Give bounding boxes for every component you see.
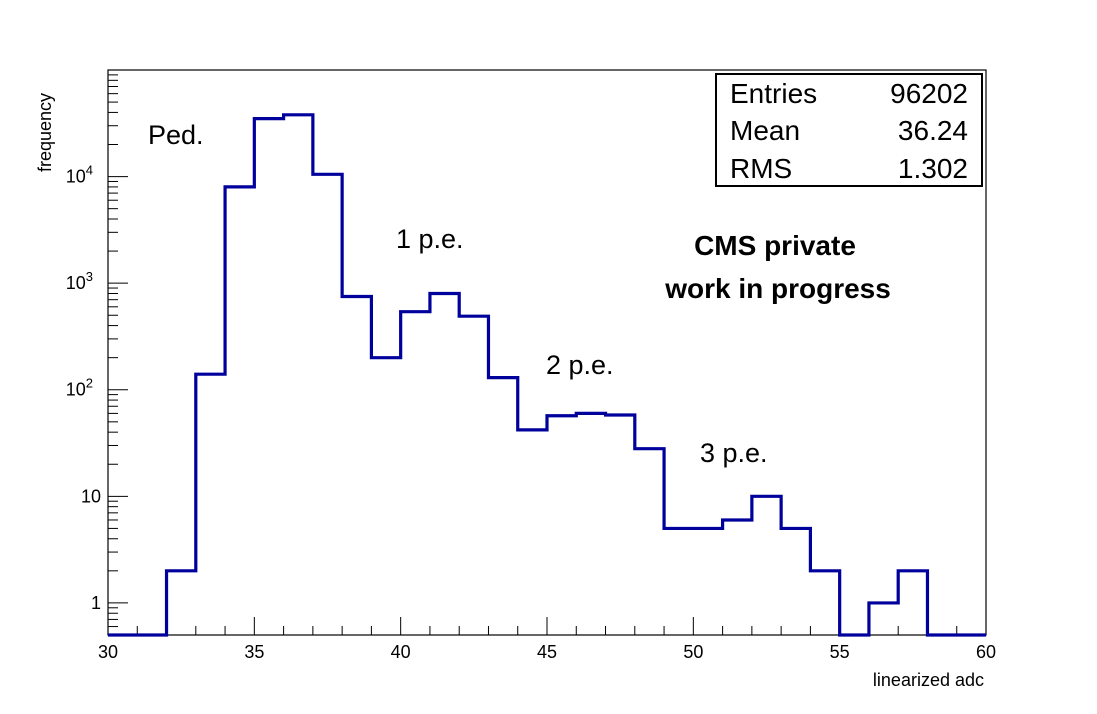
stats-entries-value: 96202: [890, 78, 968, 109]
histogram-bin: [547, 416, 576, 635]
x-axis-title: linearized adc: [873, 670, 984, 690]
annotation-cms-line2: work in progress: [664, 273, 891, 304]
annotation-3pe: 3 p.e.: [700, 438, 768, 468]
x-tick-label: 35: [244, 642, 264, 662]
y-tick-label: 104: [66, 163, 93, 187]
stats-rms-label: RMS: [730, 153, 792, 184]
histogram-bin: [342, 296, 371, 635]
histogram-bin: [313, 174, 342, 635]
histogram-bin: [869, 603, 898, 635]
y-tick-label: 10: [81, 486, 101, 506]
histogram-bin: [518, 430, 547, 635]
y-tick-label: 103: [66, 269, 93, 293]
histogram-bin: [693, 528, 722, 635]
x-tick-label: 45: [537, 642, 557, 662]
x-tick-label: 55: [830, 642, 850, 662]
annotation-cms-line1: CMS private: [694, 230, 856, 261]
histogram-bin: [576, 413, 605, 635]
annotation-ped: Ped.: [148, 120, 204, 150]
stats-box-frame: [715, 73, 983, 187]
histogram-bin: [401, 312, 430, 635]
histogram-line: [108, 113, 986, 637]
annotation-1pe: 1 p.e.: [396, 224, 464, 254]
histogram-bin: [459, 316, 488, 635]
histogram-bin: [781, 528, 810, 635]
x-tick-label: 60: [976, 642, 996, 662]
y-axis: 1 10 102 103 104: [66, 74, 128, 636]
histogram-bin: [167, 571, 196, 635]
histogram-bin: [196, 374, 225, 635]
x-axis: 30 35 40 45 50 55 60: [98, 617, 996, 662]
histogram-bin: [254, 119, 283, 635]
x-tick-label: 30: [98, 642, 118, 662]
y-axis-title: frequency: [35, 93, 55, 172]
annotation-2pe: 2 p.e.: [546, 350, 614, 380]
histogram-bin: [371, 358, 400, 635]
histogram-bin: [606, 415, 635, 635]
histogram-bin: [430, 293, 459, 635]
stats-mean-value: 36.24: [898, 115, 968, 146]
stats-entries-label: Entries: [730, 78, 817, 109]
y-tick-label: 102: [66, 376, 93, 400]
stats-mean-label: Mean: [730, 115, 800, 146]
histogram-bin: [664, 528, 693, 635]
x-tick-label: 50: [683, 642, 703, 662]
histogram-bin: [898, 571, 927, 635]
histogram-bin: [225, 187, 254, 635]
histogram-bin: [810, 571, 839, 635]
histogram-bin: [723, 520, 752, 635]
stats-box: Entries 96202 Mean 36.24 RMS 1.302: [715, 73, 983, 187]
histogram-bin: [635, 449, 664, 635]
histogram-bin: [488, 378, 517, 635]
histogram-bin: [284, 115, 313, 635]
y-tick-label: 1: [91, 593, 101, 613]
stats-rms-value: 1.302: [898, 153, 968, 184]
histogram-bin: [752, 496, 781, 635]
x-tick-label: 40: [391, 642, 411, 662]
